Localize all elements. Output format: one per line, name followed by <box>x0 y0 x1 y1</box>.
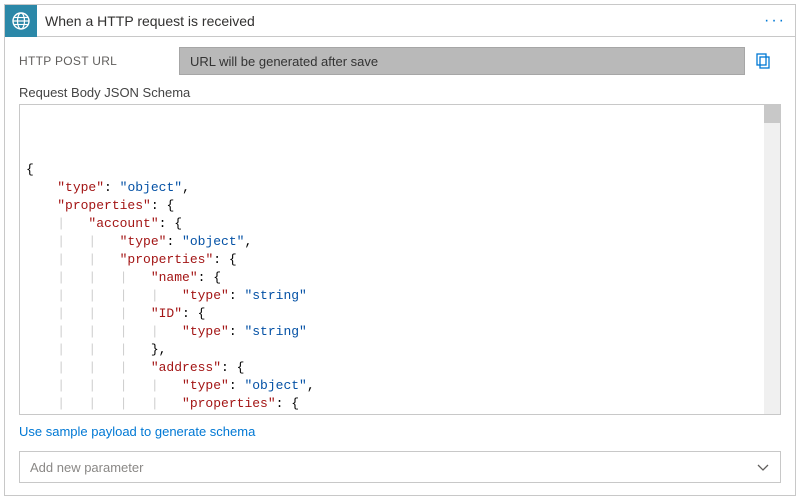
schema-label: Request Body JSON Schema <box>19 85 781 100</box>
schema-code-content: { "type": "object", "properties": { | "a… <box>26 161 774 415</box>
add-parameter-placeholder: Add new parameter <box>30 460 143 475</box>
overflow-menu-icon[interactable]: ··· <box>755 12 795 30</box>
card-header[interactable]: When a HTTP request is received ··· <box>5 5 795 37</box>
add-parameter-dropdown[interactable]: Add new parameter <box>19 451 781 483</box>
use-sample-payload-link[interactable]: Use sample payload to generate schema <box>19 424 255 439</box>
trigger-card: When a HTTP request is received ··· HTTP… <box>4 4 796 496</box>
http-post-url-row: HTTP POST URL URL will be generated afte… <box>19 47 781 75</box>
scrollbar-thumb[interactable] <box>764 105 780 123</box>
card-body: HTTP POST URL URL will be generated afte… <box>5 37 795 495</box>
scrollbar-track[interactable] <box>764 105 780 414</box>
card-title: When a HTTP request is received <box>37 13 755 29</box>
schema-editor[interactable]: { "type": "object", "properties": { | "a… <box>19 104 781 415</box>
http-post-url-label: HTTP POST URL <box>19 54 179 68</box>
http-post-url-value: URL will be generated after save <box>190 54 378 69</box>
sample-payload-row: Use sample payload to generate schema <box>19 423 781 441</box>
http-trigger-icon <box>5 5 37 37</box>
copy-url-button[interactable] <box>745 52 781 70</box>
chevron-down-icon <box>756 460 770 474</box>
http-post-url-field: URL will be generated after save <box>179 47 745 75</box>
copy-icon <box>754 52 772 70</box>
